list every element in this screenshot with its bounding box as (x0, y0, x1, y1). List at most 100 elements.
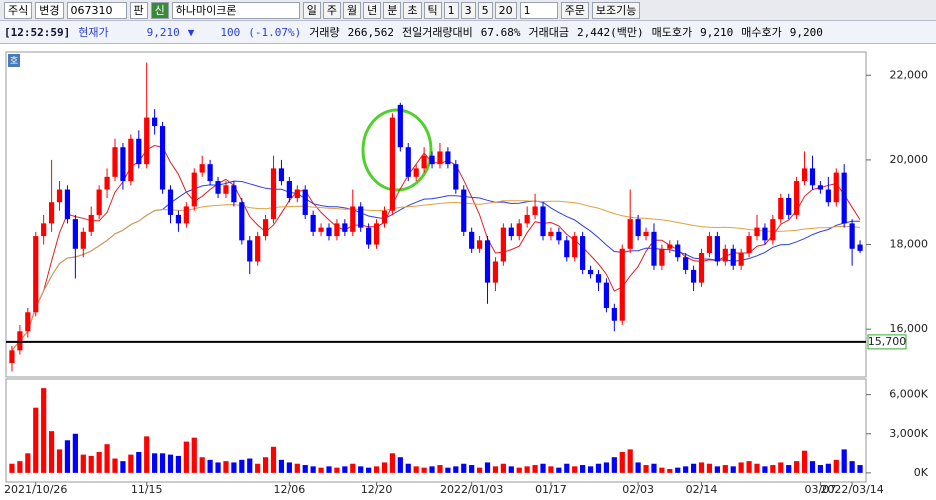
volume-bar (144, 436, 150, 473)
volume-bar (508, 466, 514, 473)
candle-body (429, 155, 435, 165)
candle-body (794, 181, 800, 215)
candle-body (136, 138, 142, 165)
volume-bar (564, 463, 570, 473)
volume-bar (437, 465, 443, 473)
candle-body (326, 227, 332, 237)
price-label: 현재가 (78, 26, 109, 39)
volume-bar (849, 461, 855, 473)
x-tick-label: 02/14 (686, 483, 718, 496)
volume-bar (738, 462, 744, 473)
volume-bar (833, 459, 839, 473)
period-button[interactable]: 초 (403, 1, 422, 19)
candle-body (223, 185, 229, 194)
candle-body (120, 147, 126, 182)
candle-body (619, 248, 625, 321)
period-button[interactable]: 20 (494, 1, 517, 19)
tools[interactable]: 보조기능 (591, 1, 641, 19)
ratio-label: 전일거래량대비 (401, 26, 473, 39)
diff: 100 (220, 25, 241, 39)
candle-body (207, 164, 213, 182)
code[interactable]: 067310 (66, 1, 127, 19)
candle-body (595, 274, 602, 283)
candle-body (667, 244, 673, 249)
candle-body (492, 261, 499, 283)
candle-body (286, 181, 292, 198)
period-button[interactable]: 3 (460, 1, 476, 19)
candle-body (801, 168, 808, 182)
candle-body (80, 231, 86, 249)
corner-box (8, 54, 20, 67)
volume-bar (595, 463, 602, 473)
candle-body (683, 257, 689, 270)
volume-bar (603, 462, 610, 473)
order[interactable]: 주문 (560, 1, 589, 19)
volume-bar (516, 467, 522, 473)
volume-bar (722, 465, 728, 473)
volume-bar (199, 457, 205, 473)
volume-bar (294, 463, 300, 473)
candle-body (199, 164, 205, 173)
candle-body (104, 176, 110, 190)
candle-body (516, 223, 522, 237)
bid: 9,200 (789, 25, 823, 39)
volume-bar (25, 453, 31, 473)
candle-body (500, 227, 506, 262)
volume-bar (120, 461, 126, 473)
pan[interactable]: 판 (129, 1, 148, 19)
volume-bar (532, 465, 538, 473)
candle-body (651, 231, 657, 266)
arrow: ▼ (187, 25, 195, 39)
candle-body (762, 227, 768, 241)
period-button[interactable]: 틱 (423, 1, 442, 19)
volume-bar (698, 462, 705, 473)
volume-bar (627, 449, 633, 473)
volume-bar (476, 467, 483, 473)
volume-bar (484, 462, 491, 473)
volume-bar (342, 466, 348, 473)
candle-body (580, 236, 586, 270)
period-button[interactable]: 월 (343, 1, 362, 19)
volume-bar (255, 463, 261, 473)
candle-body (778, 197, 784, 220)
volume-bar (817, 465, 824, 473)
y2-tick-label: 0K (914, 466, 929, 479)
volume-bar (302, 465, 308, 473)
candle-body (358, 206, 364, 228)
period-button[interactable]: 5 (477, 1, 493, 19)
change[interactable]: 변경 (35, 1, 64, 19)
count[interactable]: 1 (519, 1, 558, 19)
candle-body (445, 151, 451, 165)
period-button[interactable]: 년 (363, 1, 382, 19)
price-panel (5, 51, 867, 378)
periods: 일 주 월 년 분 초 틱 1 3 5 20 (302, 1, 517, 19)
y2-tick-label: 6,000K (889, 388, 928, 401)
candle-body (255, 236, 261, 262)
volume-bar (801, 450, 808, 473)
volume-bar (667, 468, 673, 473)
volume-bar (191, 437, 197, 473)
volume-bar (231, 462, 237, 473)
candle-body (334, 223, 340, 237)
y2-tick-label: 3,000K (889, 427, 928, 440)
volume-bar (611, 457, 617, 473)
period-button[interactable]: 주 (322, 1, 341, 19)
candle-body (167, 189, 174, 215)
candle-body (706, 236, 713, 254)
amount-label: 거래대금 (528, 26, 570, 39)
market[interactable]: 주식 (4, 1, 33, 19)
stock-name: 하나마이크론 (171, 1, 300, 19)
candle-body (572, 236, 578, 258)
x-tick-label: 03/07 (805, 483, 837, 496)
candle-body (191, 172, 197, 207)
volume-bar (270, 446, 277, 473)
period-button[interactable]: 분 (383, 1, 402, 19)
volume-bar (730, 466, 736, 473)
volume-bar (453, 466, 459, 473)
period-button[interactable]: 1 (443, 1, 459, 19)
period-button[interactable]: 일 (302, 1, 321, 19)
x-tick-label: 01/17 (535, 483, 567, 496)
candle-body (342, 223, 348, 232)
volume-bar (96, 452, 102, 473)
volume-bar (64, 440, 71, 473)
